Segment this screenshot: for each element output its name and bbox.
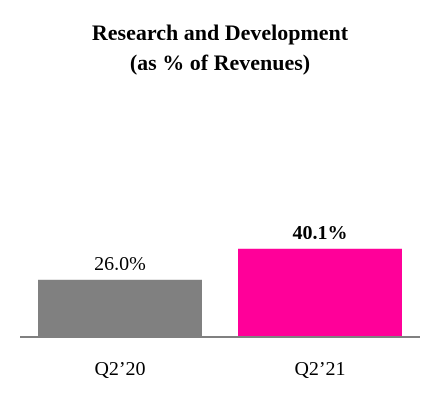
chart-title: Research and Development (as % of Revenu… [0,18,440,78]
chart-subtitle: (as % of Revenues) [129,50,311,75]
x-tick-label: Q2’21 [294,358,345,380]
data-label: 26.0% [94,253,146,275]
chart-title-line: Research and Development [91,20,349,45]
bar-q221 [238,248,402,337]
data-label: 40.1% [293,222,348,244]
bar-q220 [38,279,202,337]
x-tick-label: Q2’20 [94,358,145,380]
